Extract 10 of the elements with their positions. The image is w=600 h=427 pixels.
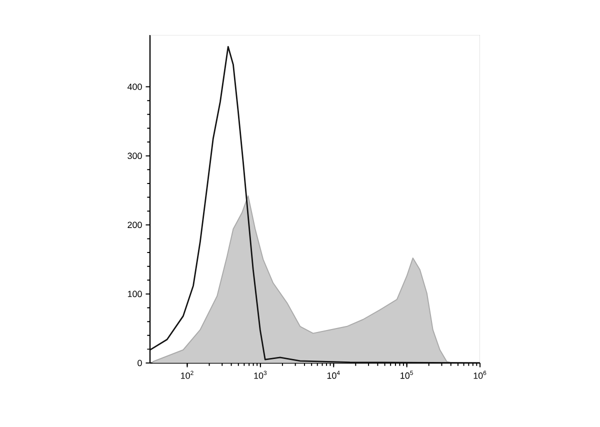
y-tick-label: 200 <box>128 222 142 228</box>
y-tick-label: 0 <box>138 360 142 366</box>
y-tick-label: 300 <box>128 152 142 160</box>
y-tick-label: 400 <box>127 84 142 90</box>
x-tick-label: 10$^{6}$ <box>474 370 486 379</box>
y-tick-label: 100 <box>128 290 142 298</box>
x-tick-label: 10$^{5}$ <box>400 370 413 379</box>
x-tick-label: 10$^{3}$ <box>254 370 267 379</box>
x-tick-label: 10$^{2}$ <box>181 370 194 379</box>
x-tick-label: 10$^{4}$ <box>327 370 340 379</box>
